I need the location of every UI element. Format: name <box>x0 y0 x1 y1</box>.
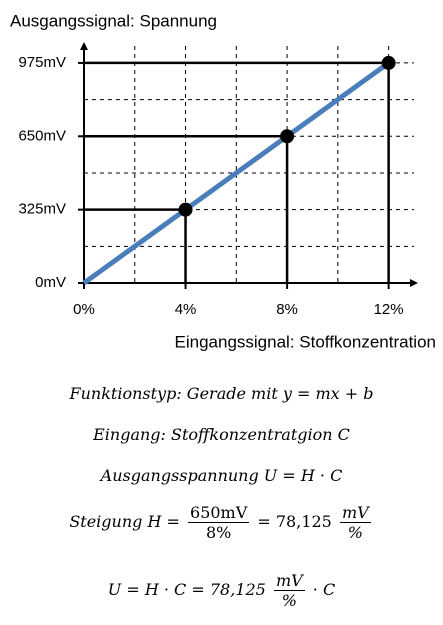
numerator: mV <box>273 571 305 591</box>
x-tick-label: 12% <box>374 301 404 318</box>
x-tick-label: 8% <box>276 301 298 318</box>
x-tick-label: 4% <box>175 301 197 318</box>
numerator: 650mV <box>188 503 250 523</box>
fraction: mV% <box>273 571 305 610</box>
formula-text: · C <box>312 580 336 599</box>
axis-arrow <box>80 42 88 50</box>
formula-text: Steigung H = <box>69 512 180 531</box>
axis-arrow <box>410 279 418 287</box>
chart: Ausgangssignal: Spannung Eingangssignal:… <box>10 11 436 351</box>
x-tick-label: 0% <box>73 301 95 318</box>
formula: U = H · C = 78,125 mV% · C <box>0 571 443 610</box>
denominator: % <box>347 523 363 542</box>
formula-text: U = H · C = 78,125 <box>107 580 266 599</box>
formula: Ausgangsspannung U = H · C <box>100 466 343 485</box>
y-tick-label: 650mV <box>18 127 66 144</box>
y-tick-label: 975mV <box>18 54 66 71</box>
data-point <box>280 129 295 144</box>
denominator: % <box>281 591 297 610</box>
data-point <box>178 202 193 217</box>
data-point <box>381 55 396 70</box>
formula: Funktionstyp: Gerade mit y = mx + b <box>69 384 374 403</box>
numerator: mV <box>339 503 371 523</box>
formula: Eingang: Stoffkonzentratgion C <box>93 425 350 444</box>
x-axis-label: Eingangssignal: Stoffkonzentration <box>175 332 436 351</box>
denominator: 8% <box>205 523 232 542</box>
formula-text: = 78,125 <box>257 512 332 531</box>
y-tick-label: 0mV <box>35 274 66 291</box>
chart-title: Ausgangssignal: Spannung <box>10 11 217 30</box>
y-tick-label: 325mV <box>18 201 66 218</box>
fraction: 650mV 8% <box>188 503 250 542</box>
formula: Steigung H = 650mV 8% = 78,125 mV% <box>0 503 443 542</box>
fraction: mV% <box>339 503 371 542</box>
series-line <box>82 60 391 286</box>
